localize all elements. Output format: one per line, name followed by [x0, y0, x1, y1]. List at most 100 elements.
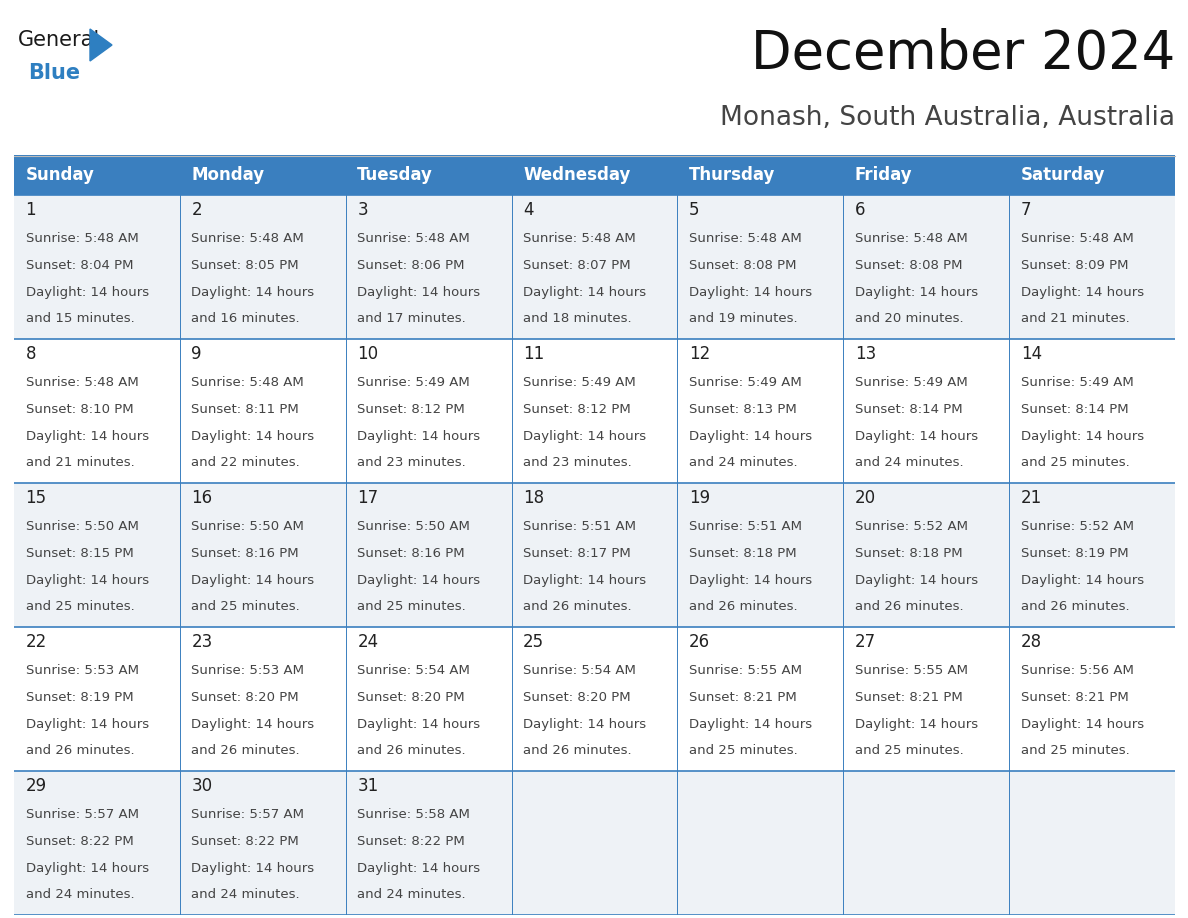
Bar — [14, 771, 1175, 915]
Text: and 18 minutes.: and 18 minutes. — [523, 312, 632, 325]
Text: and 24 minutes.: and 24 minutes. — [855, 456, 963, 469]
Text: Sunset: 8:14 PM: Sunset: 8:14 PM — [1020, 403, 1129, 416]
Text: Sunset: 8:21 PM: Sunset: 8:21 PM — [1020, 691, 1129, 704]
Text: Sunrise: 5:48 AM: Sunrise: 5:48 AM — [523, 232, 636, 245]
Text: and 24 minutes.: and 24 minutes. — [191, 889, 301, 901]
Text: 16: 16 — [191, 489, 213, 507]
Text: Friday: Friday — [855, 166, 912, 184]
Text: and 21 minutes.: and 21 minutes. — [1020, 312, 1130, 325]
Text: Sunrise: 5:48 AM: Sunrise: 5:48 AM — [26, 376, 138, 389]
Text: Thursday: Thursday — [689, 166, 776, 184]
Bar — [14, 339, 1175, 483]
Text: and 25 minutes.: and 25 minutes. — [689, 744, 798, 757]
Text: 9: 9 — [191, 345, 202, 364]
Text: Sunrise: 5:53 AM: Sunrise: 5:53 AM — [191, 665, 304, 677]
Text: Sunset: 8:12 PM: Sunset: 8:12 PM — [358, 403, 465, 416]
Text: Sunset: 8:08 PM: Sunset: 8:08 PM — [855, 259, 962, 272]
Text: Monday: Monday — [191, 166, 265, 184]
Text: and 19 minutes.: and 19 minutes. — [689, 312, 797, 325]
Text: and 22 minutes.: and 22 minutes. — [191, 456, 301, 469]
Text: Sunrise: 5:58 AM: Sunrise: 5:58 AM — [358, 809, 470, 822]
Text: and 26 minutes.: and 26 minutes. — [855, 600, 963, 613]
Text: Daylight: 14 hours: Daylight: 14 hours — [191, 574, 315, 587]
Text: and 20 minutes.: and 20 minutes. — [855, 312, 963, 325]
Text: Sunrise: 5:49 AM: Sunrise: 5:49 AM — [855, 376, 968, 389]
Bar — [14, 483, 1175, 627]
Text: and 26 minutes.: and 26 minutes. — [191, 744, 301, 757]
Text: 15: 15 — [26, 489, 46, 507]
Text: Sunset: 8:20 PM: Sunset: 8:20 PM — [523, 691, 631, 704]
Text: Daylight: 14 hours: Daylight: 14 hours — [523, 285, 646, 298]
Text: Sunset: 8:20 PM: Sunset: 8:20 PM — [191, 691, 299, 704]
Text: 2: 2 — [191, 201, 202, 219]
Text: and 26 minutes.: and 26 minutes. — [523, 744, 632, 757]
Text: Sunset: 8:15 PM: Sunset: 8:15 PM — [26, 547, 133, 560]
Text: 22: 22 — [26, 633, 46, 651]
Text: Daylight: 14 hours: Daylight: 14 hours — [191, 862, 315, 875]
Text: Daylight: 14 hours: Daylight: 14 hours — [26, 718, 148, 731]
Text: and 25 minutes.: and 25 minutes. — [191, 600, 301, 613]
Text: 4: 4 — [523, 201, 533, 219]
Text: Sunrise: 5:48 AM: Sunrise: 5:48 AM — [855, 232, 968, 245]
Text: and 26 minutes.: and 26 minutes. — [1020, 600, 1130, 613]
Text: Daylight: 14 hours: Daylight: 14 hours — [191, 718, 315, 731]
Text: and 25 minutes.: and 25 minutes. — [358, 600, 466, 613]
Text: Sunset: 8:12 PM: Sunset: 8:12 PM — [523, 403, 631, 416]
Text: Daylight: 14 hours: Daylight: 14 hours — [855, 718, 978, 731]
Text: and 16 minutes.: and 16 minutes. — [191, 312, 301, 325]
Text: Sunrise: 5:48 AM: Sunrise: 5:48 AM — [191, 232, 304, 245]
Text: and 25 minutes.: and 25 minutes. — [855, 744, 963, 757]
Text: Sunset: 8:11 PM: Sunset: 8:11 PM — [191, 403, 299, 416]
Text: 21: 21 — [1020, 489, 1042, 507]
Text: and 25 minutes.: and 25 minutes. — [26, 600, 134, 613]
Text: Sunrise: 5:49 AM: Sunrise: 5:49 AM — [1020, 376, 1133, 389]
Text: Daylight: 14 hours: Daylight: 14 hours — [1020, 430, 1144, 442]
Text: 7: 7 — [1020, 201, 1031, 219]
Text: and 26 minutes.: and 26 minutes. — [523, 600, 632, 613]
Text: Daylight: 14 hours: Daylight: 14 hours — [689, 430, 813, 442]
Text: and 24 minutes.: and 24 minutes. — [689, 456, 797, 469]
Text: and 24 minutes.: and 24 minutes. — [26, 889, 134, 901]
Text: Sunset: 8:22 PM: Sunset: 8:22 PM — [358, 835, 465, 848]
Text: Daylight: 14 hours: Daylight: 14 hours — [26, 285, 148, 298]
Text: Sunrise: 5:56 AM: Sunrise: 5:56 AM — [1020, 665, 1133, 677]
Text: 29: 29 — [26, 777, 46, 795]
Text: Sunrise: 5:48 AM: Sunrise: 5:48 AM — [1020, 232, 1133, 245]
Text: 27: 27 — [855, 633, 876, 651]
Text: Sunrise: 5:54 AM: Sunrise: 5:54 AM — [523, 665, 636, 677]
Text: Sunset: 8:18 PM: Sunset: 8:18 PM — [855, 547, 962, 560]
Text: Sunrise: 5:49 AM: Sunrise: 5:49 AM — [358, 376, 470, 389]
Bar — [14, 195, 1175, 339]
Text: Blue: Blue — [29, 63, 80, 83]
Text: Sunset: 8:22 PM: Sunset: 8:22 PM — [191, 835, 299, 848]
Text: Sunrise: 5:54 AM: Sunrise: 5:54 AM — [358, 665, 470, 677]
Text: Daylight: 14 hours: Daylight: 14 hours — [523, 430, 646, 442]
Text: Daylight: 14 hours: Daylight: 14 hours — [523, 718, 646, 731]
Text: Sunset: 8:21 PM: Sunset: 8:21 PM — [855, 691, 962, 704]
Text: and 23 minutes.: and 23 minutes. — [358, 456, 466, 469]
Text: Daylight: 14 hours: Daylight: 14 hours — [191, 430, 315, 442]
Text: 25: 25 — [523, 633, 544, 651]
Text: Daylight: 14 hours: Daylight: 14 hours — [26, 430, 148, 442]
Bar — [14, 155, 1175, 195]
Text: Daylight: 14 hours: Daylight: 14 hours — [689, 574, 813, 587]
Text: Sunset: 8:06 PM: Sunset: 8:06 PM — [358, 259, 465, 272]
Text: and 26 minutes.: and 26 minutes. — [358, 744, 466, 757]
Text: 6: 6 — [855, 201, 865, 219]
Text: 3: 3 — [358, 201, 368, 219]
Text: 24: 24 — [358, 633, 379, 651]
Text: and 25 minutes.: and 25 minutes. — [1020, 744, 1130, 757]
Text: Sunset: 8:19 PM: Sunset: 8:19 PM — [26, 691, 133, 704]
Text: and 25 minutes.: and 25 minutes. — [1020, 456, 1130, 469]
Text: Sunrise: 5:48 AM: Sunrise: 5:48 AM — [191, 376, 304, 389]
Text: Sunset: 8:14 PM: Sunset: 8:14 PM — [855, 403, 962, 416]
Text: Daylight: 14 hours: Daylight: 14 hours — [358, 718, 480, 731]
Text: Daylight: 14 hours: Daylight: 14 hours — [358, 574, 480, 587]
Text: 31: 31 — [358, 777, 379, 795]
Text: 8: 8 — [26, 345, 36, 364]
Text: Daylight: 14 hours: Daylight: 14 hours — [358, 285, 480, 298]
Text: Sunrise: 5:57 AM: Sunrise: 5:57 AM — [191, 809, 304, 822]
Text: 23: 23 — [191, 633, 213, 651]
Text: and 17 minutes.: and 17 minutes. — [358, 312, 466, 325]
Text: and 21 minutes.: and 21 minutes. — [26, 456, 134, 469]
